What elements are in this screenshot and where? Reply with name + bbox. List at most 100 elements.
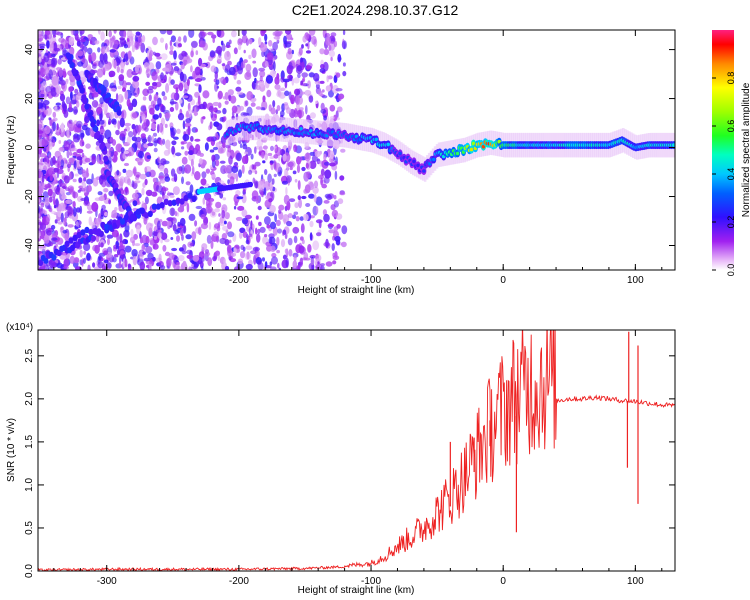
spectrogram-noise-cell [266, 52, 274, 61]
spectrogram-noise-cell [60, 38, 67, 49]
spectrogram-noise-cell [288, 249, 293, 257]
spectrogram-noise-cell [125, 169, 133, 178]
spectrogram-noise-cell [332, 84, 339, 94]
spectrogram-noise-cell [166, 30, 173, 35]
spectrogram-noise-cell [116, 249, 120, 256]
spectrogram-noise-cell [297, 180, 301, 190]
spectrogram-ridge-core [481, 144, 486, 149]
spectrogram-noise-cell [342, 70, 347, 77]
spectrogram-noise-cell [323, 153, 327, 162]
spectrogram-noise-cell [287, 47, 292, 55]
spectrogram-noise-cell [320, 64, 325, 69]
spectrogram-noise-cell [152, 256, 156, 262]
spectrogram-noise-cell [136, 224, 141, 235]
spectrogram-noise-cell [145, 246, 153, 254]
spectrogram-x-tick-label: -300 [97, 275, 117, 286]
spectrogram-noise-cell [109, 136, 114, 143]
spectrogram-noise-cell [228, 239, 232, 244]
spectrogram-noise-cell [81, 58, 88, 69]
spectrogram-noise-cell [38, 230, 41, 236]
spectrogram-noise-cell [63, 175, 70, 184]
spectrogram-noise-cell [330, 204, 336, 211]
spectrogram-noise-cell [219, 237, 227, 245]
spectrogram-noise-cell [43, 53, 50, 63]
spectrogram-noise-cell [334, 251, 338, 259]
spectrogram-noise-cell [242, 144, 248, 150]
spectrogram-noise-cell [269, 205, 276, 213]
spectrogram-noise-cell [215, 201, 222, 209]
spectrogram-noise-cell [86, 167, 89, 177]
spectrogram-noise-cell [115, 93, 119, 101]
spectrogram-noise-cell [92, 177, 99, 187]
spectrogram-noise-cell [186, 58, 193, 64]
spectrogram-noise-cell [175, 101, 179, 111]
spectrogram-noise-cell [223, 116, 227, 122]
spectrogram-noise-cell [270, 245, 276, 253]
spectrogram-noise-cell [118, 181, 123, 191]
spectrogram-noise-cell [91, 69, 98, 74]
spectrogram-noise-cell [160, 158, 167, 166]
spectrogram-noise-cell [184, 164, 192, 174]
spectrogram-noise-cell [283, 35, 287, 45]
spectrogram-noise-cell [38, 109, 41, 118]
spectrogram-noise-cell [86, 210, 93, 214]
spectrogram-noise-cell [307, 80, 311, 89]
spectrogram-noise-cell [75, 207, 81, 213]
spectrogram-noise-cell [91, 155, 96, 165]
spectrogram-noise-cell [148, 52, 153, 61]
spectrogram-noise-cell [309, 112, 316, 119]
spectrogram-noise-cell [60, 182, 67, 187]
spectrogram-noise-cell [167, 147, 171, 155]
spectrogram-noise-cell [132, 200, 138, 207]
spectrogram-noise-cell [172, 186, 180, 196]
spectrogram-noise-cell [282, 214, 290, 224]
snr-x-tick-label: 100 [627, 576, 644, 587]
spectrogram-noise-cell [68, 86, 73, 93]
colorbar-tick-label: 0.6 [726, 120, 736, 133]
spectrogram-noise-cell [245, 100, 249, 107]
spectrogram-noise-cell [81, 141, 85, 146]
spectrogram-streak-cell [120, 218, 126, 225]
spectrogram-noise-cell [226, 50, 230, 58]
spectrogram-noise-cell [191, 263, 194, 268]
spectrogram-noise-cell [124, 187, 129, 193]
spectrogram-noise-cell [195, 144, 201, 151]
spectrogram-noise-cell [301, 44, 304, 49]
spectrogram-streak-cell [100, 221, 106, 229]
spectrogram-y-tick-label: -20 [24, 189, 35, 204]
spectrogram-noise-cell [179, 217, 186, 227]
spectrogram-noise-cell [51, 237, 58, 241]
spectrogram-noise-cell [137, 254, 140, 263]
spectrogram-noise-cell [46, 230, 52, 236]
spectrogram-noise-cell [67, 205, 73, 215]
spectrogram-noise-cell [315, 263, 323, 270]
spectrogram-noise-cell [109, 49, 117, 53]
spectrogram-noise-cell [200, 63, 206, 68]
spectrogram-noise-cell [60, 226, 64, 231]
figure-title: C2E1.2024.298.10.37.G12 [291, 2, 459, 18]
spectrogram-noise-cell [181, 250, 187, 255]
spectrogram-noise-cell [333, 195, 337, 200]
spectrogram-noise-cell [170, 92, 177, 101]
spectrogram-noise-cell [73, 257, 80, 264]
spectrogram-noise-cell [215, 110, 222, 114]
spectrogram-noise-cell [251, 48, 257, 59]
spectrogram-noise-cell [143, 257, 151, 262]
spectrogram-noise-cell [141, 35, 146, 43]
spectrogram-noise-cell [46, 40, 50, 49]
spectrogram-noise-cell [185, 234, 192, 240]
spectrogram-noise-cell [64, 232, 69, 242]
spectrogram-noise-cell [132, 79, 140, 89]
spectrogram-noise-cell [94, 40, 100, 45]
spectrogram-noise-cell [226, 151, 231, 158]
spectrogram-noise-cell [165, 43, 168, 51]
spectrogram-noise-cell [259, 70, 266, 78]
spectrogram-noise-cell [327, 223, 335, 228]
spectrogram-noise-cell [157, 123, 160, 134]
spectrogram-noise-cell [97, 261, 104, 269]
spectrogram-noise-cell [262, 160, 266, 164]
spectrogram-noise-cell [149, 239, 155, 246]
spectrogram-noise-cell [42, 148, 47, 152]
spectrogram-noise-cell [287, 213, 293, 219]
spectrogram-ridge-core [432, 157, 436, 162]
